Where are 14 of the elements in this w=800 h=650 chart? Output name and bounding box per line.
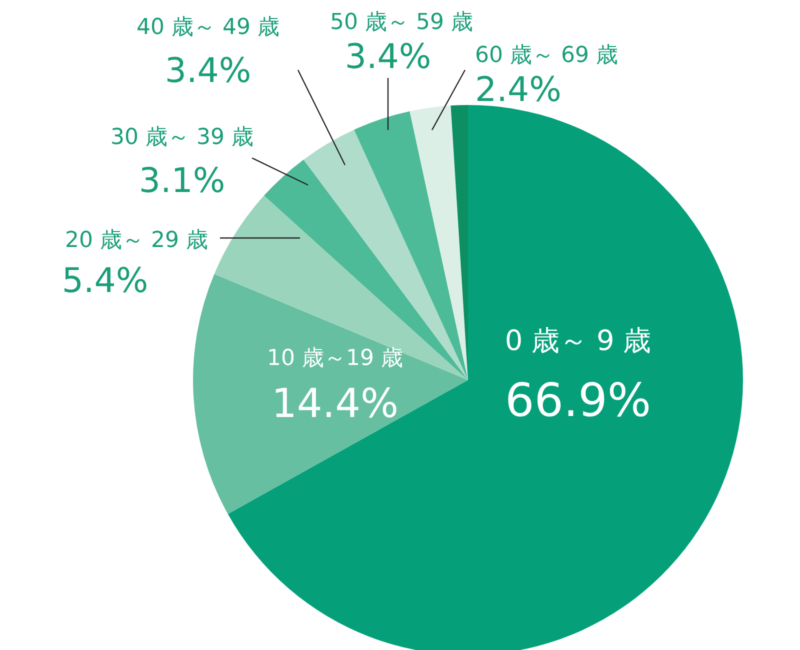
data-label: 14.4% (271, 381, 399, 427)
slice-label: 20 歳～ 29 歳 (65, 228, 208, 253)
slice-label: 60 歳～ 69 歳 (475, 43, 618, 68)
data-label: 3.1% (138, 161, 226, 201)
slice-label: 0 歳～ 9 歳 (504, 324, 652, 357)
slice-label: 40 歳～ 49 歳 (136, 15, 280, 40)
slice-label: 50 歳～ 59 歳 (330, 10, 473, 35)
data-label: 3.4% (344, 37, 432, 77)
data-label: 66.9% (504, 373, 652, 427)
data-label: 5.4% (62, 261, 148, 301)
data-label: 2.4% (475, 70, 562, 110)
slice-label: 30 歳～ 39 歳 (110, 125, 254, 150)
slice-label: 10 歳～19 歳 (267, 346, 403, 371)
data-label: 3.4% (164, 51, 252, 91)
